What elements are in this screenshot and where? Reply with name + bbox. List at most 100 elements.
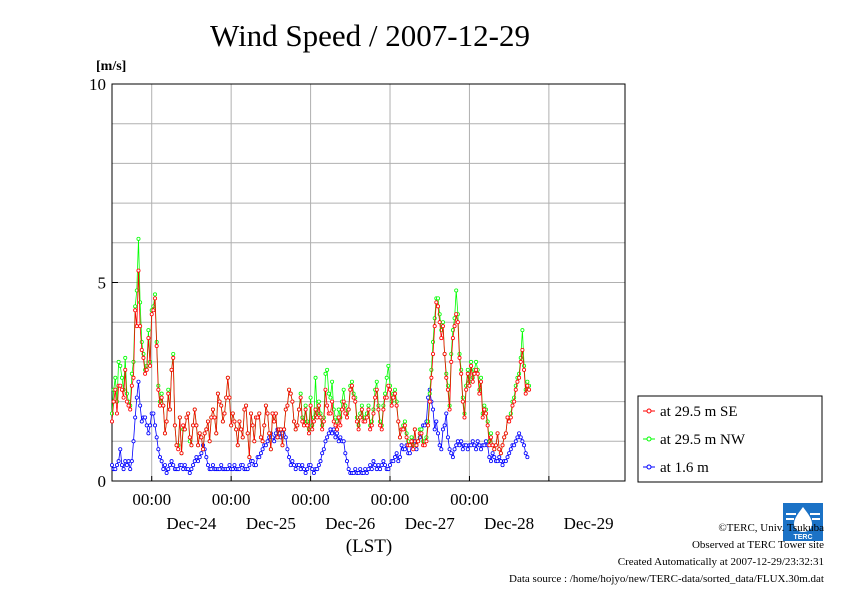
data-point — [129, 371, 134, 376]
data-point — [153, 296, 158, 301]
data-point — [171, 351, 176, 356]
data-point — [124, 463, 129, 468]
data-point — [151, 304, 156, 309]
data-point — [232, 463, 237, 468]
data-point — [330, 431, 335, 436]
data-point — [328, 427, 333, 432]
data-point — [349, 383, 354, 388]
data-point — [151, 411, 156, 416]
data-point — [187, 471, 192, 476]
data-point — [492, 447, 497, 452]
x-date-label: Dec-27 — [405, 514, 456, 533]
data-point — [123, 459, 128, 464]
data-point — [460, 399, 465, 404]
data-point — [310, 427, 315, 432]
data-point — [316, 403, 321, 408]
data-point — [235, 443, 240, 448]
data-point — [338, 435, 343, 440]
data-point — [525, 379, 530, 384]
data-point — [252, 439, 257, 444]
data-point — [146, 328, 151, 333]
data-point — [250, 459, 255, 464]
data-point — [374, 379, 379, 384]
data-point — [265, 411, 270, 416]
copyright-text: ©TERC, Univ. Tsukuba — [718, 522, 824, 534]
y-tick-label: 0 — [98, 472, 107, 491]
data-point — [394, 403, 399, 408]
data-point — [419, 431, 424, 436]
data-point — [126, 459, 131, 464]
data-point — [397, 455, 402, 460]
data-point — [346, 467, 351, 472]
data-point — [282, 427, 287, 432]
data-point — [512, 399, 517, 404]
data-point — [452, 447, 457, 452]
data-point — [128, 407, 133, 412]
data-point — [186, 411, 191, 416]
data-point — [376, 407, 381, 412]
data-point — [440, 320, 445, 325]
data-point — [490, 443, 495, 448]
data-point — [136, 236, 141, 241]
data-point — [457, 443, 462, 448]
data-point — [138, 324, 143, 329]
data-point — [407, 443, 412, 448]
data-point — [315, 467, 320, 472]
data-point — [169, 367, 174, 372]
data-point — [479, 379, 484, 384]
x-time-label: 00:00 — [291, 490, 330, 509]
data-point — [331, 419, 336, 424]
data-point — [336, 415, 341, 420]
data-point — [343, 451, 348, 456]
data-point — [111, 399, 116, 404]
data-point — [331, 427, 336, 432]
data-point — [502, 435, 507, 440]
x-time-label: 00:00 — [132, 490, 171, 509]
data-point — [182, 427, 187, 432]
data-point — [110, 463, 115, 468]
data-point — [293, 467, 298, 472]
data-point — [416, 439, 421, 444]
data-point — [515, 435, 520, 440]
data-point — [166, 387, 171, 392]
data-point — [270, 411, 275, 416]
data-point — [194, 455, 199, 460]
data-point — [440, 324, 445, 329]
data-point — [179, 451, 184, 456]
data-point — [237, 467, 242, 472]
data-point — [437, 320, 442, 325]
data-point — [379, 427, 384, 432]
data-point — [326, 391, 331, 396]
legend: at 29.5 m SE at 29.5 m NW at 1.6 m — [637, 395, 823, 483]
data-point — [402, 447, 407, 452]
data-point — [517, 375, 522, 380]
data-point — [292, 463, 297, 468]
data-point — [487, 443, 492, 448]
data-point — [495, 459, 500, 464]
data-point — [298, 391, 303, 396]
data-point — [422, 443, 427, 448]
data-point — [287, 455, 292, 460]
data-point — [143, 415, 148, 420]
data-point — [366, 467, 371, 472]
data-point — [402, 419, 407, 424]
data-point — [354, 419, 359, 424]
data-point — [244, 403, 249, 408]
data-point — [196, 443, 201, 448]
data-point — [239, 427, 244, 432]
data-point — [474, 447, 479, 452]
data-point — [257, 411, 262, 416]
data-point — [414, 443, 419, 448]
data-point — [118, 363, 123, 368]
data-point — [336, 439, 341, 444]
data-point — [181, 423, 186, 428]
data-point — [498, 451, 503, 456]
data-point — [262, 423, 267, 428]
data-point — [429, 375, 434, 380]
data-point — [523, 451, 528, 456]
data-point — [258, 435, 263, 440]
data-point — [402, 423, 407, 428]
data-point — [189, 467, 194, 472]
data-point — [166, 391, 171, 396]
data-point — [426, 423, 431, 428]
